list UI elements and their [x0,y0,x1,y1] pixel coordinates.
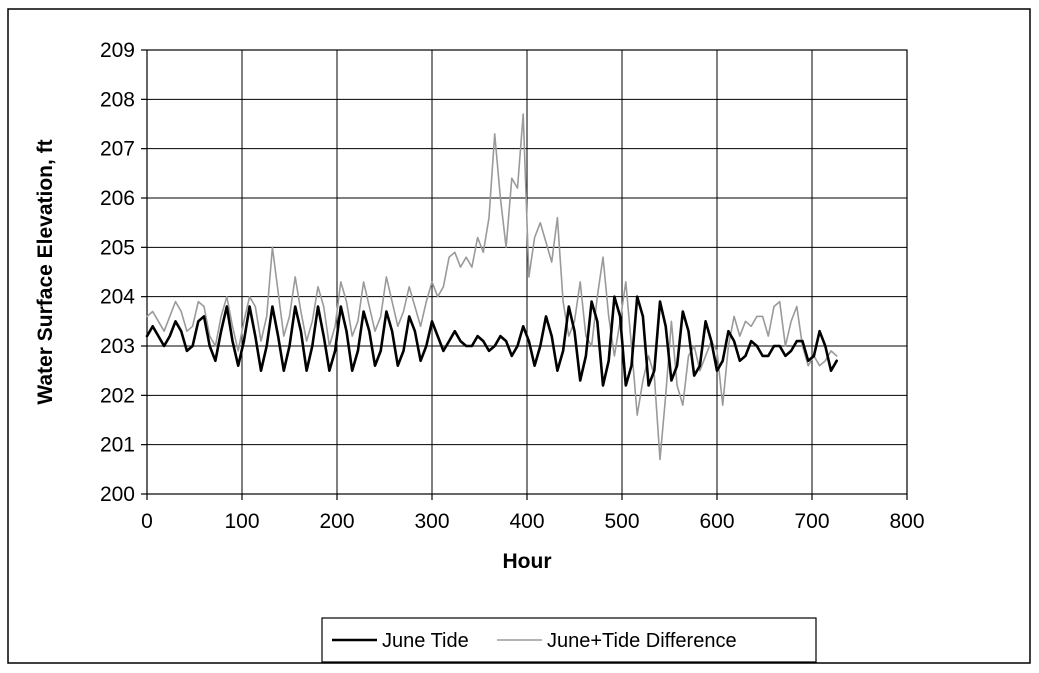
legend: June Tide June+Tide Difference [321,617,817,663]
legend-label-june-tide: June Tide [382,630,469,652]
x-axis-title: Hour [503,550,552,573]
outer-border [7,8,1031,664]
y-tick-label-207: 207 [100,138,135,161]
y-axis-ticks: 200 201 202 203 204 205 206 207 208 209 [100,39,147,506]
legend-label-june-tide-difference: June+Tide Difference [547,630,737,652]
y-tick-label-202: 202 [100,384,135,407]
x-tick-label-200: 200 [319,510,354,533]
y-tick-label-206: 206 [100,187,135,210]
x-tick-label-700: 700 [794,510,829,533]
x-tick-label-400: 400 [509,510,544,533]
series-line-june-tide [145,295,839,387]
y-tick-label-201: 201 [100,434,135,457]
x-tick-label-100: 100 [224,510,259,533]
x-tick-label-300: 300 [414,510,449,533]
gridlines [146,49,908,495]
y-tick-label-209: 209 [100,39,135,62]
x-tick-label-500: 500 [604,510,639,533]
x-tick-label-800: 800 [889,510,924,533]
x-axis-ticks: 0 100 200 300 400 500 600 700 800 [141,494,925,533]
y-tick-label-204: 204 [100,286,135,309]
y-tick-label-208: 208 [100,88,135,111]
y-tick-label-205: 205 [100,236,135,259]
series-layer [145,113,839,461]
series-line-june-tide-difference [146,113,838,461]
y-tick-label-200: 200 [100,483,135,506]
x-tick-label-600: 600 [699,510,734,533]
y-axis-title: Water Surface Elevation, ft [34,139,57,404]
y-tick-label-203: 203 [100,335,135,358]
legend-box [321,617,817,663]
x-tick-label-0: 0 [141,510,153,533]
